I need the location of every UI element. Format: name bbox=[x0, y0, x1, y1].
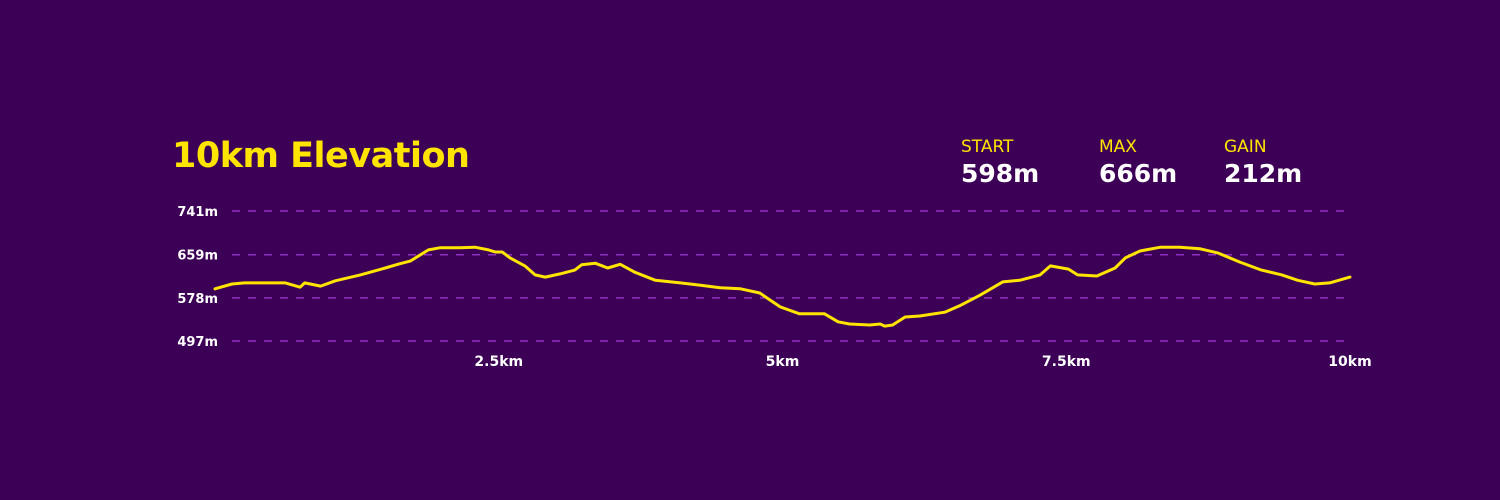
x-tick-label: 7.5km bbox=[1042, 354, 1091, 370]
y-tick-label: 741m bbox=[177, 205, 218, 220]
stat-max: MAX 666m bbox=[1099, 137, 1177, 188]
y-tick-label: 497m bbox=[177, 335, 218, 350]
stat-start: START 598m bbox=[961, 137, 1039, 188]
y-tick-label: 659m bbox=[177, 249, 218, 264]
x-tick-label: 2.5km bbox=[474, 354, 523, 370]
stat-gain-label: GAIN bbox=[1224, 137, 1267, 157]
x-tick-label: 5km bbox=[766, 354, 800, 370]
stat-start-label: START bbox=[961, 137, 1014, 157]
stat-gain: GAIN 212m bbox=[1224, 137, 1302, 188]
stat-max-value: 666m bbox=[1099, 159, 1178, 188]
x-tick-label: 10km bbox=[1328, 354, 1371, 370]
stat-start-value: 598m bbox=[961, 159, 1040, 188]
stat-gain-value: 212m bbox=[1224, 159, 1303, 188]
chart-title: 10km Elevation bbox=[172, 136, 470, 176]
stat-max-label: MAX bbox=[1099, 137, 1137, 157]
y-tick-label: 578m bbox=[177, 292, 218, 307]
elevation-line bbox=[213, 245, 1352, 328]
